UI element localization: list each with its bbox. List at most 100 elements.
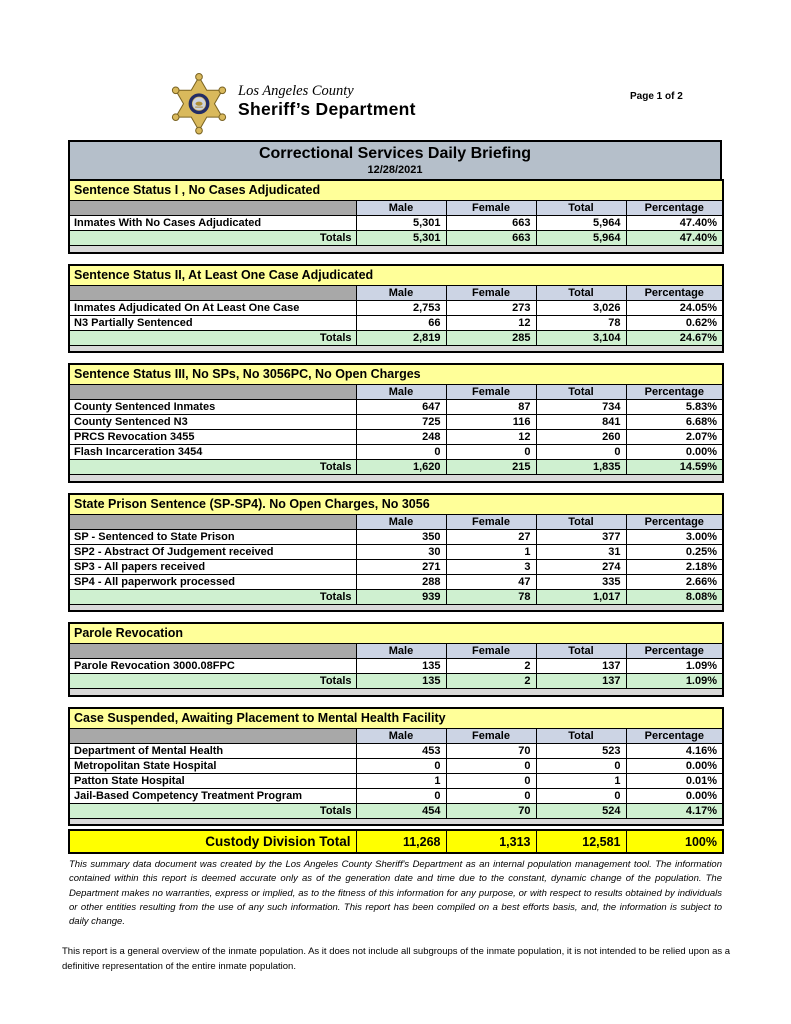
table-row: Inmates With No Cases Adjudicated 5,301 66… [68,215,724,231]
section-spacer [68,344,724,353]
row-value: 0.00% [625,757,724,774]
totals-value: 47.40% [625,230,724,246]
table-row: Flash Incarceration 3454 0 0 0 0.00% [68,444,724,460]
disclaimer-paragraph: This summary data document was created b… [69,859,722,927]
column-header-row: Male Female Total Percentage [68,643,724,659]
agency-name: Los Angeles County Sheriff’s Department [238,83,416,118]
section-table-3: Sentence Status III, No SPs, No 3056PC, … [68,363,725,483]
column-header-female: Female [445,727,537,744]
grand-total-male: 11,268 [355,829,447,854]
table-row: N3 Partially Sentenced 66 12 78 0.62% [68,314,724,331]
row-value: 47.40% [625,215,724,231]
row-label: SP - Sentenced to State Prison [68,528,357,545]
column-header-total: Total [535,727,627,744]
totals-label: Totals [68,329,357,346]
column-header-row: Male Female Total Percentage [68,384,724,400]
totals-value: 454 [355,802,447,819]
row-value: 1 [535,772,627,789]
table-row: County Sentenced N3 725 116 841 6.68% [68,414,724,430]
row-value: 27 [445,528,537,545]
sheriff-star-badge-icon [167,71,231,144]
section-table-2: Sentence Status II, At Least One Case Ad… [68,263,725,353]
totals-value: 285 [445,329,537,346]
totals-label: Totals [68,802,357,819]
row-value: 0 [445,757,537,774]
totals-value: 939 [355,588,447,605]
totals-value: 5,301 [355,230,447,246]
section-title: State Prison Sentence (SP-SP4). No Open … [68,493,724,515]
row-value: 0 [445,772,537,789]
section-table-1: Sentence Status I , No Cases Adjudicated… [68,179,725,254]
grand-total-label: Custody Division Total [68,829,357,854]
column-header-total: Total [535,384,627,400]
row-value: 377 [535,528,627,545]
row-value: 116 [445,414,537,430]
table-row: Jail-Based Competency Treatment Program 0… [68,787,724,804]
agency-county-line: Los Angeles County [238,83,354,99]
row-value: 5,301 [355,215,447,231]
row-label: SP2 - Abstract Of Judgement received [68,543,357,560]
row-value: 335 [535,573,627,590]
section-spacer [68,474,724,482]
totals-label: Totals [68,588,357,605]
spacer-cell [68,245,724,253]
report-title-bar: Correctional Services Daily Briefing 12/… [68,140,722,179]
totals-value: 215 [445,459,537,475]
section-title: Sentence Status III, No SPs, No 3056PC, … [68,363,724,385]
row-value: 47 [445,573,537,590]
row-value: 2.18% [625,558,724,575]
table-row: SP - Sentenced to State Prison 350 27 377 3.… [68,528,724,545]
row-value: 0 [355,444,447,460]
column-header-total: Total [535,284,627,301]
table-row: SP2 - Abstract Of Judgement received 30 1 3… [68,543,724,560]
row-label: PRCS Revocation 3455 [68,429,357,445]
section-header-row: Parole Revocation [68,622,724,644]
row-label: SP4 - All paperwork processed [68,573,357,590]
row-value: 0 [535,757,627,774]
row-value: 0 [445,787,537,804]
table-row: Patton State Hospital 1 0 1 0.01% [68,772,724,789]
column-header-stub [68,513,357,530]
spacer-cell [68,474,724,482]
row-value: 2.07% [625,429,724,445]
totals-value: 1,017 [535,588,627,605]
row-value: 78 [535,314,627,331]
column-header-male: Male [355,384,447,400]
column-header-female: Female [445,643,537,659]
totals-value: 14.59% [625,459,724,475]
column-header-male: Male [355,513,447,530]
section-title: Sentence Status II, At Least One Case Ad… [68,264,724,286]
column-header-stub [68,200,357,216]
row-value: 350 [355,528,447,545]
report-body: Correctional Services Daily Briefing 12/… [68,140,725,854]
column-header-row: Male Female Total Percentage [68,200,724,216]
totals-value: 24.67% [625,329,724,346]
row-value: 5,964 [535,215,627,231]
totals-row: Totals 2,819 285 3,104 24.67% [68,329,724,346]
totals-value: 3,104 [535,329,627,346]
row-value: 288 [355,573,447,590]
row-value: 2 [445,658,537,674]
row-label: Jail-Based Competency Treatment Program [68,787,357,804]
totals-value: 1,835 [535,459,627,475]
row-value: 0 [535,444,627,460]
row-label: Flash Incarceration 3454 [68,444,357,460]
row-label: Parole Revocation 3000.08FPC [68,658,357,674]
footer-note: This report is a general overview of the… [62,946,731,973]
row-value: 273 [445,299,537,316]
column-header-total: Total [535,513,627,530]
row-value: 1.09% [625,658,724,674]
column-header-stub [68,643,357,659]
row-value: 523 [535,742,627,759]
row-value: 453 [355,742,447,759]
row-label: County Sentenced N3 [68,414,357,430]
section-header-row: Sentence Status I , No Cases Adjudicated [68,179,724,201]
section-table-5: Parole Revocation Male Female Total Percenta… [68,622,725,697]
row-label: County Sentenced Inmates [68,399,357,415]
row-label: Metropolitan State Hospital [68,757,357,774]
section-spacer [68,603,724,612]
column-header-male: Male [355,643,447,659]
grand-total-percentage: 100% [625,829,724,854]
section-header-row: Sentence Status III, No SPs, No 3056PC, … [68,363,724,385]
section-title: Case Suspended, Awaiting Placement to Me… [68,707,724,729]
